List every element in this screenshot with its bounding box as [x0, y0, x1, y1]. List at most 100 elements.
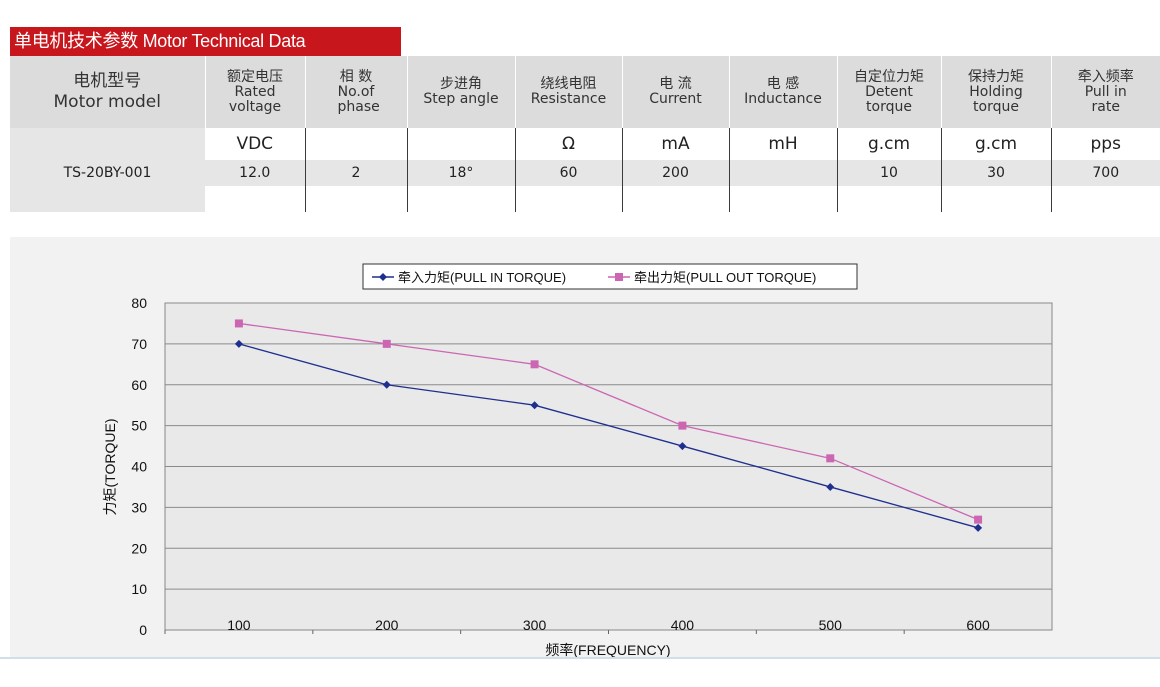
- data-point: [974, 523, 983, 532]
- header-cell: 绕线电阻 Resistance: [514, 56, 622, 128]
- data-point: [234, 319, 243, 328]
- series-1: [234, 339, 983, 532]
- data-point: [382, 380, 391, 389]
- y-tick-label: 70: [131, 336, 147, 352]
- header-en: Inductance: [744, 91, 822, 107]
- y-axis-label: 力矩(TORQUE): [102, 419, 118, 516]
- table-cell: [621, 186, 729, 212]
- table-units-row: VDC Ω mA mH g.cm g.cm pps: [10, 128, 1160, 160]
- table-empty-row: [10, 186, 1160, 212]
- data-point: [826, 454, 835, 463]
- header-en: Motor model: [53, 92, 161, 112]
- unit-cell: g.cm: [940, 128, 1051, 160]
- legend-marker: [615, 273, 623, 281]
- chart-area: 0 10 20 30 40 50 60 70 80 100 200 300 400 500 600 牵入力…: [10, 237, 1160, 658]
- x-tick-label: 300: [523, 617, 547, 633]
- header-zh: 自定位力矩: [854, 68, 924, 85]
- y-tick-label: 20: [131, 540, 147, 556]
- data-point: [530, 360, 539, 369]
- x-tick-label: 500: [819, 617, 843, 633]
- header-cell: 电机型号 Motor model: [10, 56, 205, 128]
- header-zh: 步进角: [440, 76, 482, 92]
- header-zh: 相 数: [339, 68, 373, 85]
- unit-cell: Ω: [514, 128, 622, 160]
- unit-cell: [10, 128, 205, 160]
- table-cell: 18°: [406, 160, 515, 186]
- legend-label: 牵入力矩(PULL IN TORQUE): [398, 270, 566, 285]
- header-cell: 额定电压 Rated voltage: [204, 56, 305, 128]
- y-tick-label: 10: [131, 581, 147, 597]
- spec-table: 电机型号 Motor model 额定电压 Rated voltage 相 数 No.…: [10, 56, 1160, 212]
- x-tick-label: 600: [966, 617, 990, 633]
- table-cell: TS-20BY-001: [10, 160, 205, 186]
- unit-cell: [304, 128, 407, 160]
- y-tick-label: 30: [131, 499, 147, 515]
- unit-cell: mH: [728, 128, 837, 160]
- x-tick-labels: 100 200 300 400 500 600: [227, 617, 990, 633]
- header-en: No.of phase: [337, 83, 380, 115]
- legend-item: 牵出力矩(PULL OUT TORQUE): [608, 270, 816, 285]
- unit-cell: VDC: [205, 128, 305, 160]
- table-header-row: 电机型号 Motor model 额定电压 Rated voltage 相 数 No.…: [10, 56, 1160, 128]
- unit-cell: mA: [621, 128, 729, 160]
- header-cell: 保持力矩 Holding torque: [940, 56, 1051, 128]
- unit-cell: [406, 128, 515, 160]
- data-point: [678, 421, 687, 430]
- x-tick-label: 100: [227, 617, 251, 633]
- header-zh: 额定电压: [227, 68, 283, 85]
- table-cell: 10: [836, 160, 941, 186]
- data-point: [826, 482, 835, 491]
- x-axis-label: 频率(FREQUENCY): [545, 642, 670, 657]
- data-point: [974, 515, 983, 524]
- header-en: Pull in rate: [1084, 83, 1127, 115]
- header-en: Resistance: [530, 91, 607, 107]
- table-cell: [940, 186, 1051, 212]
- table-cell: [1050, 186, 1160, 212]
- data-point: [678, 442, 687, 451]
- table-cell: 12.0: [205, 160, 305, 186]
- y-tick-label: 40: [131, 459, 147, 475]
- header-en: Holding torque: [969, 83, 1023, 115]
- x-tick-label: 400: [671, 617, 695, 633]
- header-zh: 电 流: [659, 76, 692, 92]
- table-cell: [10, 186, 205, 212]
- header-cell: 电 感 Inductance: [728, 56, 837, 128]
- unit-cell: g.cm: [836, 128, 941, 160]
- table-cell: [728, 160, 837, 186]
- data-point: [530, 401, 539, 410]
- header-cell: 电 流 Current: [621, 56, 729, 128]
- data-point: [234, 339, 243, 348]
- table-cell: [728, 186, 837, 212]
- bottom-divider: [0, 657, 1160, 659]
- legend-label: 牵出力矩(PULL OUT TORQUE): [634, 270, 816, 285]
- table-cell: [406, 186, 515, 212]
- header-cell: 步进角 Step angle: [406, 56, 515, 128]
- header-en: Current: [649, 91, 702, 107]
- unit-cell: pps: [1050, 128, 1160, 160]
- series-2: [234, 319, 983, 524]
- header-cell: 自定位力矩 Detent torque: [836, 56, 941, 128]
- header-cell: 牵入频率 Pull in rate: [1050, 56, 1160, 128]
- y-tick-labels: 0 10 20 30 40 50 60 70 80: [131, 295, 147, 638]
- data-point: [382, 339, 391, 348]
- legend: 牵入力矩(PULL IN TORQUE) 牵出力矩(PULL OUT TORQUE…: [362, 263, 858, 290]
- header-zh: 电机型号: [73, 71, 142, 91]
- legend-marker: [379, 273, 387, 281]
- table-row: TS-20BY-001 12.0 2 18° 60 200 10 30 700: [10, 160, 1160, 186]
- table-cell: [304, 186, 407, 212]
- y-tick-label: 60: [131, 377, 147, 393]
- torque-chart: 0 10 20 30 40 50 60 70 80 100 200 300 400 500 600 牵入力…: [102, 263, 1053, 658]
- header-en: Rated voltage: [228, 83, 282, 115]
- header-zh: 电 感: [766, 76, 800, 92]
- table-cell: 200: [621, 160, 729, 186]
- header-en: Detent torque: [865, 83, 913, 115]
- series-line: [238, 343, 979, 529]
- table-cell: [836, 186, 941, 212]
- table-cell: 700: [1050, 160, 1160, 186]
- series-line: [238, 322, 979, 521]
- y-tick-label: 80: [131, 295, 147, 311]
- table-cell: 30: [940, 160, 1051, 186]
- header-zh: 保持力矩: [968, 68, 1024, 85]
- page-title: 单电机技术参数 Motor Technical Data: [10, 27, 401, 56]
- header-zh: 绕线电阻: [540, 76, 597, 92]
